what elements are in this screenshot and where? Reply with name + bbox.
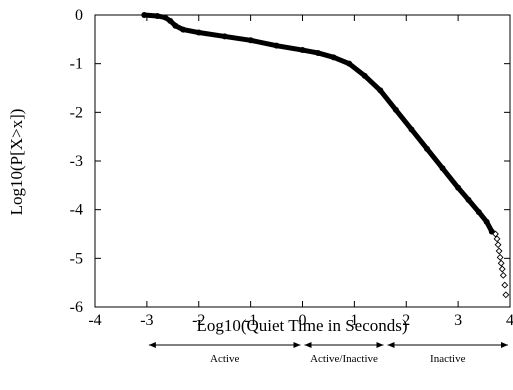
data-point: [455, 184, 462, 191]
data-point: [483, 218, 490, 225]
data-point-diamond: [496, 253, 504, 261]
data-point: [424, 145, 430, 152]
data-point: [392, 106, 399, 113]
data-point-diamond: [493, 235, 501, 243]
data-point-diamond: [498, 265, 506, 273]
data-point: [247, 37, 254, 44]
data-point: [408, 126, 415, 133]
axis-ticks: -4 -3 -2 -1 0 1 2 3 4 0 -1 -2 -3 -4 -5 -6: [70, 7, 513, 329]
region-arrowhead-left: [387, 342, 395, 348]
x-tick-label: -4: [88, 312, 101, 329]
x-tick-label: -1: [244, 312, 257, 329]
x-tick-label: -2: [192, 312, 205, 329]
data-point: [172, 22, 179, 29]
data-point: [162, 14, 169, 21]
region-arrowhead-left: [304, 342, 312, 348]
data-point: [315, 49, 322, 56]
x-tick-label: 2: [402, 312, 410, 329]
y-tick-label: -3: [70, 153, 83, 170]
data-point: [154, 12, 161, 19]
x-tick-label: 4: [506, 312, 513, 329]
data-point: [439, 165, 446, 172]
region-arrowhead-right: [293, 342, 301, 348]
y-tick-label: -6: [70, 299, 83, 316]
region-arrowhead-left: [148, 342, 156, 348]
data-point: [361, 72, 368, 79]
x-tick-label: 3: [454, 312, 462, 329]
data-point-diamond: [497, 259, 505, 267]
y-tick-label: -2: [70, 104, 83, 121]
data-point-diamond: [495, 247, 503, 255]
data-point-diamond: [494, 241, 502, 249]
data-point: [299, 47, 306, 54]
region-arrowhead-right: [501, 342, 508, 348]
data-point: [475, 209, 482, 216]
region-label: Active/Inactive: [310, 353, 378, 365]
x-tick-label: 0: [299, 312, 307, 329]
data-point: [330, 54, 337, 61]
data-curve: [141, 12, 495, 235]
region-annotations: Active Active/Inactive Inactive: [148, 342, 508, 365]
data-point: [195, 29, 202, 36]
y-tick-label: 0: [75, 7, 83, 24]
region-label: Inactive: [430, 353, 466, 365]
data-point-diamond: [492, 230, 499, 238]
data-point: [465, 196, 472, 203]
x-tick-label: -3: [140, 312, 153, 329]
data-point: [180, 26, 187, 33]
y-axis-title: Log10(P[X>x]): [7, 109, 26, 216]
data-point-diamond: [501, 281, 509, 289]
data-point-diamond: [502, 291, 510, 299]
y-tick-label: -4: [70, 202, 83, 219]
y-tick-label: -5: [70, 250, 83, 267]
data-point: [141, 12, 148, 18]
data-point: [221, 33, 228, 40]
x-axis-title: Log10(Quiet Time in Seconds): [196, 316, 407, 335]
data-point: [167, 17, 174, 24]
data-point: [377, 87, 384, 94]
data-point-diamond: [499, 271, 507, 279]
plot-frame: [94, 14, 511, 308]
region-label: Active: [210, 353, 239, 365]
data-line: [141, 12, 495, 235]
data-point: [273, 42, 280, 49]
data-point: [346, 60, 353, 67]
x-tick-label: 1: [350, 312, 358, 329]
y-tick-label: -1: [70, 56, 83, 73]
region-arrowhead-right: [376, 342, 384, 348]
data-sparse-points: [492, 230, 510, 299]
